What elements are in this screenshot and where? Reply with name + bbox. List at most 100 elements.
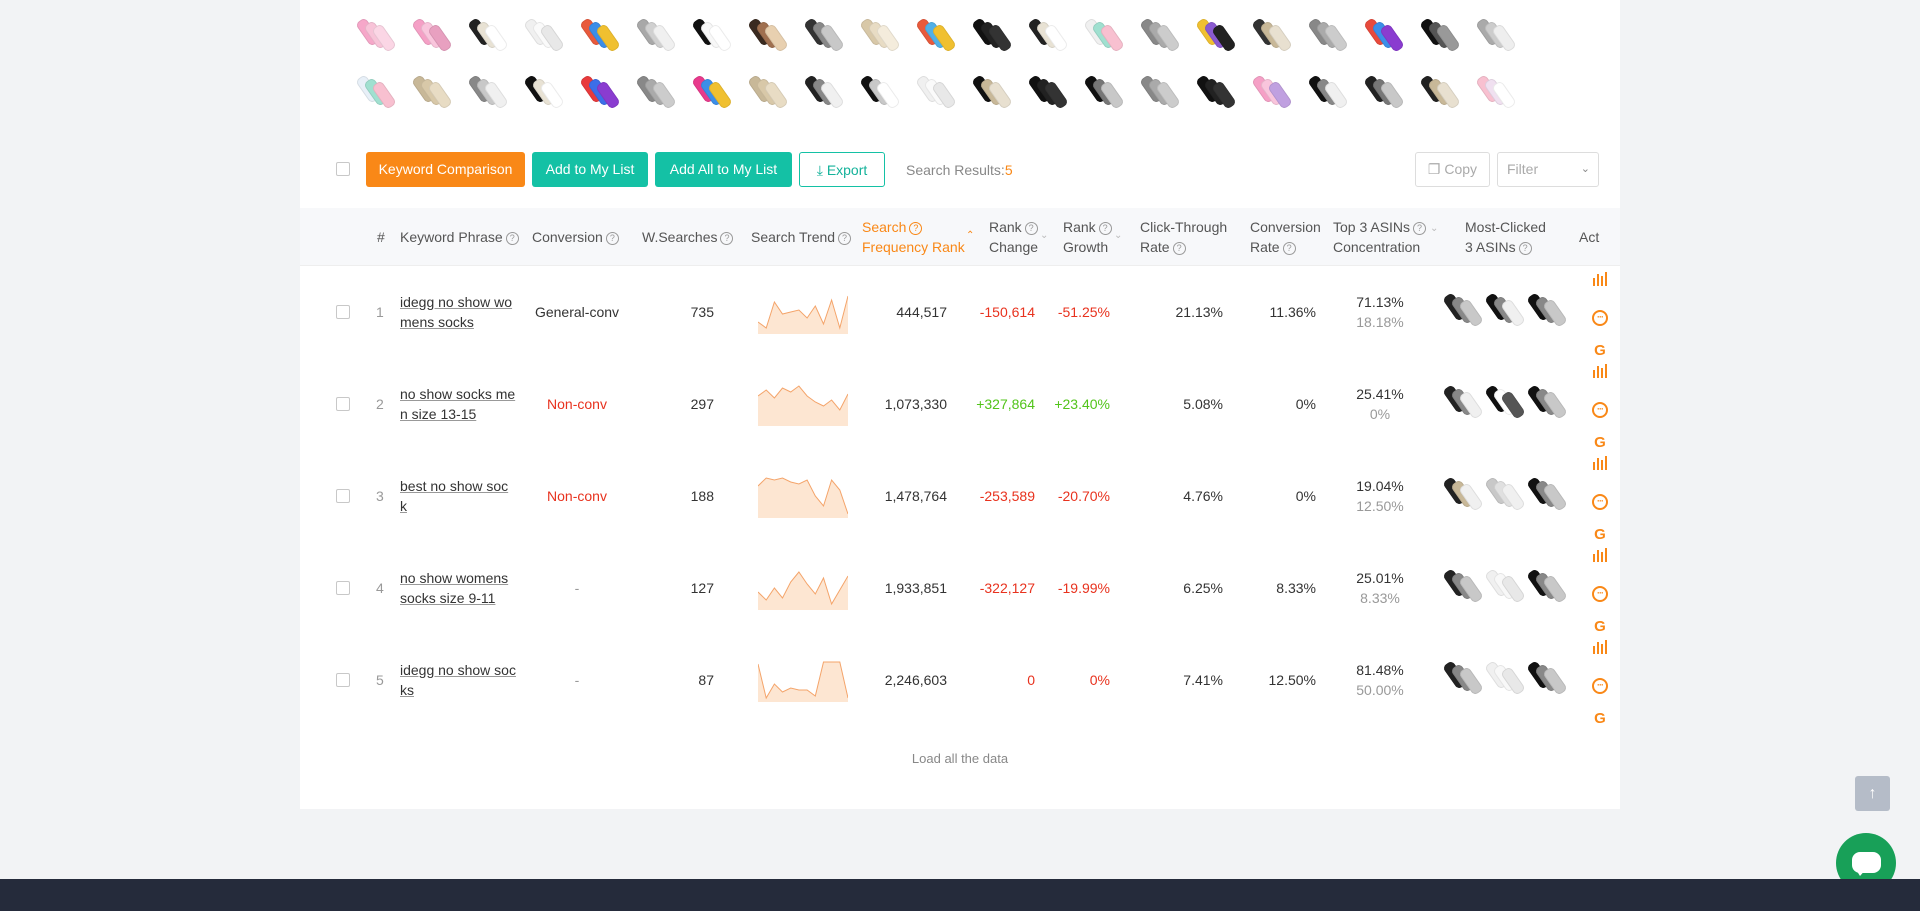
product-thumbnail[interactable] bbox=[467, 15, 509, 53]
keyword-phrase-link[interactable]: no show womens socks size 9-11 bbox=[400, 568, 525, 608]
row-checkbox[interactable] bbox=[336, 489, 350, 503]
product-thumbnail[interactable] bbox=[915, 72, 957, 110]
asin-thumbnail[interactable] bbox=[1442, 290, 1484, 328]
search-trend-sparkline[interactable] bbox=[758, 566, 848, 610]
google-icon[interactable]: G bbox=[1594, 342, 1606, 359]
product-thumbnail[interactable] bbox=[1363, 15, 1405, 53]
more-circle-icon[interactable]: ··· bbox=[1591, 399, 1609, 434]
asin-thumbnail[interactable] bbox=[1526, 566, 1568, 604]
copy-button[interactable]: ❐ Copy bbox=[1415, 152, 1490, 187]
product-thumbnail[interactable] bbox=[635, 15, 677, 53]
product-thumbnail[interactable] bbox=[1083, 15, 1125, 53]
header-click-through-rate[interactable]: Click-Through Rate? bbox=[1140, 219, 1228, 255]
google-icon[interactable]: G bbox=[1594, 526, 1606, 543]
product-thumbnail[interactable] bbox=[411, 15, 453, 53]
product-thumbnail[interactable] bbox=[971, 72, 1013, 110]
product-thumbnail[interactable] bbox=[1419, 72, 1461, 110]
product-thumbnail[interactable] bbox=[859, 72, 901, 110]
header-keyword-phrase[interactable]: Keyword Phrase? bbox=[400, 227, 519, 247]
add-to-my-list-button[interactable]: Add to My List bbox=[532, 152, 648, 187]
product-thumbnail[interactable] bbox=[1083, 72, 1125, 110]
header-w-searches[interactable]: W.Searches? bbox=[642, 227, 734, 247]
select-all-checkbox[interactable] bbox=[336, 162, 350, 176]
more-circle-icon[interactable]: ··· bbox=[1591, 675, 1609, 710]
header-rank-growth[interactable]: Rank? Growth bbox=[1063, 217, 1112, 257]
keyword-phrase-link[interactable]: no show socks me n size 13-15 bbox=[400, 384, 525, 424]
asin-thumbnail[interactable] bbox=[1484, 566, 1526, 604]
search-trend-sparkline[interactable] bbox=[758, 382, 848, 426]
keyword-phrase-link[interactable]: idegg no show wo mens socks bbox=[400, 292, 525, 332]
help-icon[interactable]: ? bbox=[1518, 242, 1532, 255]
help-icon[interactable]: ? bbox=[1282, 242, 1296, 255]
filter-select[interactable]: Filter ⌄ bbox=[1497, 152, 1599, 187]
keyword-comparison-button[interactable]: Keyword Comparison bbox=[366, 152, 525, 187]
sort-icon[interactable]: ⌄ bbox=[1114, 230, 1123, 241]
asin-thumbnail[interactable] bbox=[1442, 658, 1484, 696]
google-icon[interactable]: G bbox=[1594, 618, 1606, 635]
product-thumbnail[interactable] bbox=[803, 15, 845, 53]
product-thumbnail[interactable] bbox=[691, 72, 733, 110]
sort-asc-icon[interactable]: ⌃ bbox=[966, 230, 975, 241]
header-rank-change[interactable]: Rank? Change bbox=[989, 219, 1039, 255]
search-trend-sparkline[interactable] bbox=[758, 474, 848, 518]
asin-thumbnail[interactable] bbox=[1484, 474, 1526, 512]
asin-thumbnail[interactable] bbox=[1484, 382, 1526, 420]
product-thumbnail[interactable] bbox=[1139, 72, 1181, 110]
keyword-phrase-link[interactable]: best no show soc k bbox=[400, 476, 525, 516]
header-conversion[interactable]: Conversion? bbox=[532, 227, 619, 247]
help-icon[interactable]: ? bbox=[505, 232, 519, 245]
load-all-data-link[interactable]: Load all the data bbox=[911, 751, 1009, 766]
product-thumbnail[interactable] bbox=[1475, 72, 1517, 110]
asin-thumbnail[interactable] bbox=[1442, 566, 1484, 604]
help-icon[interactable]: ? bbox=[909, 222, 923, 235]
help-icon[interactable]: ? bbox=[720, 232, 734, 245]
asin-thumbnail[interactable] bbox=[1526, 382, 1568, 420]
product-thumbnail[interactable] bbox=[411, 72, 453, 110]
google-icon[interactable]: G bbox=[1594, 710, 1606, 727]
bar-chart-icon[interactable] bbox=[1591, 548, 1609, 583]
row-checkbox[interactable] bbox=[336, 397, 350, 411]
sort-icon[interactable]: ⌄ bbox=[1040, 230, 1049, 241]
product-thumbnail[interactable] bbox=[747, 15, 789, 53]
header-search-frequency-rank[interactable]: Search? Frequency Rank bbox=[862, 219, 965, 255]
asin-thumbnail[interactable] bbox=[1484, 658, 1526, 696]
asin-thumbnail[interactable] bbox=[1526, 474, 1568, 512]
help-icon[interactable]: ? bbox=[838, 232, 852, 245]
bar-chart-icon[interactable] bbox=[1591, 640, 1609, 675]
product-thumbnail[interactable] bbox=[971, 15, 1013, 53]
product-thumbnail[interactable] bbox=[1139, 15, 1181, 53]
product-thumbnail[interactable] bbox=[1195, 72, 1237, 110]
help-icon[interactable]: ? bbox=[1024, 222, 1038, 235]
asin-thumbnail[interactable] bbox=[1442, 474, 1484, 512]
keyword-phrase-link[interactable]: idegg no show soc ks bbox=[400, 660, 525, 700]
product-thumbnail[interactable] bbox=[355, 15, 397, 53]
bar-chart-icon[interactable] bbox=[1591, 456, 1609, 491]
product-thumbnail[interactable] bbox=[1195, 15, 1237, 53]
search-trend-sparkline[interactable] bbox=[758, 658, 848, 702]
search-trend-sparkline[interactable] bbox=[758, 290, 848, 334]
product-thumbnail[interactable] bbox=[1307, 72, 1349, 110]
sort-icon[interactable]: ⌄ bbox=[1430, 223, 1439, 234]
product-thumbnail[interactable] bbox=[1419, 15, 1461, 53]
product-thumbnail[interactable] bbox=[1363, 72, 1405, 110]
header-top3-concentration[interactable]: Top 3 ASINs? Concentration bbox=[1333, 217, 1427, 257]
row-checkbox[interactable] bbox=[336, 581, 350, 595]
bar-chart-icon[interactable] bbox=[1591, 364, 1609, 399]
back-to-top-button[interactable]: ↑ bbox=[1855, 776, 1890, 811]
more-circle-icon[interactable]: ··· bbox=[1591, 491, 1609, 526]
asin-thumbnail[interactable] bbox=[1526, 658, 1568, 696]
bar-chart-icon[interactable] bbox=[1591, 272, 1609, 307]
product-thumbnail[interactable] bbox=[1251, 15, 1293, 53]
help-icon[interactable]: ? bbox=[1098, 222, 1112, 235]
more-circle-icon[interactable]: ··· bbox=[1591, 583, 1609, 618]
export-button[interactable]: ⤓ Export bbox=[799, 152, 885, 187]
product-thumbnail[interactable] bbox=[523, 15, 565, 53]
product-thumbnail[interactable] bbox=[355, 72, 397, 110]
product-thumbnail[interactable] bbox=[915, 15, 957, 53]
google-icon[interactable]: G bbox=[1594, 434, 1606, 451]
product-thumbnail[interactable] bbox=[1475, 15, 1517, 53]
product-thumbnail[interactable] bbox=[803, 72, 845, 110]
product-thumbnail[interactable] bbox=[579, 15, 621, 53]
product-thumbnail[interactable] bbox=[579, 72, 621, 110]
product-thumbnail[interactable] bbox=[1027, 15, 1069, 53]
